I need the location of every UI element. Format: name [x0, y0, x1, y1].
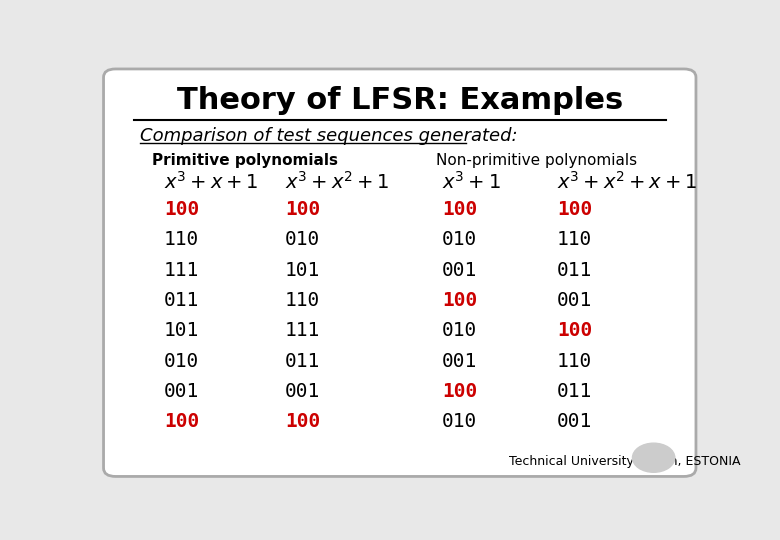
Text: 100: 100 [557, 200, 592, 219]
Text: 111: 111 [164, 261, 199, 280]
Text: Technical University Tallinn, ESTONIA: Technical University Tallinn, ESTONIA [509, 455, 740, 468]
Text: 110: 110 [285, 291, 320, 310]
Text: 010: 010 [285, 231, 320, 249]
Text: 100: 100 [442, 200, 477, 219]
Text: 110: 110 [557, 231, 592, 249]
Text: 011: 011 [557, 261, 592, 280]
Text: 001: 001 [164, 382, 199, 401]
Text: 100: 100 [285, 413, 320, 431]
Text: 110: 110 [557, 352, 592, 371]
Text: 011: 011 [557, 382, 592, 401]
Circle shape [633, 443, 675, 472]
Text: 100: 100 [557, 321, 592, 340]
Text: 100: 100 [164, 413, 199, 431]
Text: Comparison of test sequences generated:: Comparison of test sequences generated: [140, 127, 517, 145]
Text: 001: 001 [285, 382, 320, 401]
FancyBboxPatch shape [104, 69, 696, 476]
Text: Primitive polynomials: Primitive polynomials [152, 153, 338, 168]
Text: Theory of LFSR: Examples: Theory of LFSR: Examples [176, 86, 623, 114]
Text: 011: 011 [164, 291, 199, 310]
Text: 101: 101 [285, 261, 320, 280]
Text: 010: 010 [442, 321, 477, 340]
Text: $x^3+1$: $x^3+1$ [442, 171, 501, 193]
Text: $x^3+x+1$: $x^3+x+1$ [164, 171, 258, 193]
Text: 100: 100 [285, 200, 320, 219]
Text: 111: 111 [285, 321, 320, 340]
Text: 001: 001 [442, 261, 477, 280]
Text: 011: 011 [285, 352, 320, 371]
Text: $x^3+x^2+1$: $x^3+x^2+1$ [285, 171, 389, 193]
Text: $x^3+x^2+x+1$: $x^3+x^2+x+1$ [557, 171, 697, 193]
Text: 100: 100 [442, 291, 477, 310]
Text: 101: 101 [164, 321, 199, 340]
Text: 010: 010 [442, 413, 477, 431]
Text: 100: 100 [442, 382, 477, 401]
Text: 010: 010 [442, 231, 477, 249]
Text: 010: 010 [164, 352, 199, 371]
Text: 110: 110 [164, 231, 199, 249]
Text: 001: 001 [442, 352, 477, 371]
Text: Non-primitive polynomials: Non-primitive polynomials [436, 153, 637, 168]
Text: 001: 001 [557, 413, 592, 431]
Text: 001: 001 [557, 291, 592, 310]
Text: 100: 100 [164, 200, 199, 219]
